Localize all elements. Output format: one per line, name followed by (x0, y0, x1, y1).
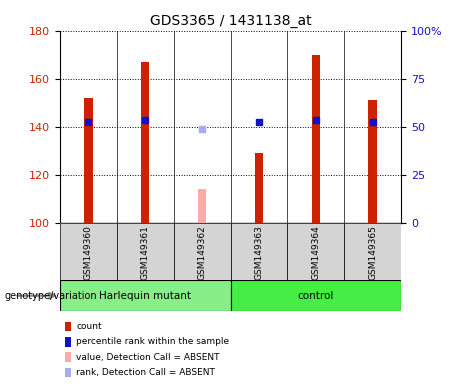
Bar (344, 223, 401, 280)
Text: GSM149365: GSM149365 (368, 226, 377, 280)
Text: count: count (76, 322, 102, 331)
Bar (84, 98, 93, 223)
Point (142, 116, 149, 122)
Text: GSM149361: GSM149361 (141, 226, 150, 280)
Text: GSM149360: GSM149360 (84, 226, 93, 280)
Text: Harlequin mutant: Harlequin mutant (99, 291, 191, 301)
Title: GDS3365 / 1431138_at: GDS3365 / 1431138_at (150, 14, 311, 28)
Bar (230, 223, 287, 280)
Text: GSM149362: GSM149362 (198, 226, 207, 280)
Bar (287, 223, 344, 280)
Bar (117, 223, 174, 280)
Point (85, 119, 92, 125)
Bar (368, 100, 377, 223)
Bar (198, 189, 207, 223)
Point (312, 116, 319, 122)
Text: percentile rank within the sample: percentile rank within the sample (76, 337, 229, 346)
Text: genotype/variation: genotype/variation (5, 291, 97, 301)
Bar (230, 280, 401, 311)
Text: control: control (298, 291, 334, 301)
Bar (60, 223, 117, 280)
Bar (254, 153, 263, 223)
Bar (60, 280, 230, 311)
Text: value, Detection Call = ABSENT: value, Detection Call = ABSENT (76, 353, 219, 362)
Text: GSM149363: GSM149363 (254, 226, 263, 280)
Text: GSM149364: GSM149364 (311, 226, 320, 280)
Point (369, 119, 376, 125)
Bar (141, 62, 149, 223)
Text: rank, Detection Call = ABSENT: rank, Detection Call = ABSENT (76, 368, 215, 377)
Point (198, 126, 206, 132)
Bar (174, 223, 230, 280)
Point (255, 119, 263, 125)
Bar (312, 55, 320, 223)
